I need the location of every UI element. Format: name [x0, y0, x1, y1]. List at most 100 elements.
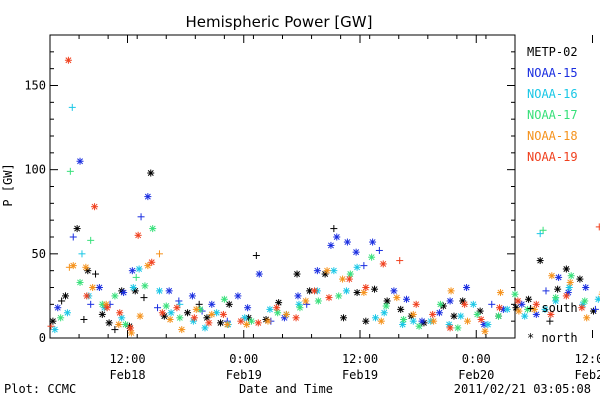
data-point [175, 297, 183, 305]
data-point [521, 312, 529, 320]
data-point [383, 297, 391, 305]
data-point [446, 297, 454, 305]
data-point [47, 322, 55, 330]
data-point [532, 310, 540, 318]
data-point [409, 317, 417, 325]
data-point [511, 290, 519, 298]
data-point [83, 292, 91, 300]
x-tick-time-label: 12:00 [574, 352, 600, 366]
data-point [129, 284, 137, 291]
data-point [595, 223, 600, 231]
data-point [457, 312, 465, 320]
data-point [541, 305, 549, 313]
data-point [515, 307, 523, 315]
data-point [243, 321, 251, 329]
data-point [158, 309, 166, 317]
hemisphere-legend-entry: + south [527, 301, 578, 315]
data-point [360, 262, 368, 270]
data-point [184, 309, 192, 317]
data-point [141, 282, 149, 290]
data-point [76, 278, 84, 286]
data-point [594, 295, 600, 303]
data-point [87, 300, 95, 308]
data-point [154, 304, 162, 312]
data-point [190, 314, 198, 322]
data-point [582, 284, 590, 291]
footer-credit: Plot: CCMC [4, 382, 76, 396]
data-point [412, 300, 420, 308]
data-point [390, 287, 398, 295]
data-point [73, 225, 81, 233]
data-point [565, 284, 573, 291]
data-point [409, 310, 417, 318]
data-point [282, 310, 290, 318]
data-point [555, 273, 563, 281]
data-point [302, 297, 310, 305]
data-point [176, 314, 184, 322]
data-point [225, 300, 233, 308]
data-point [360, 289, 368, 297]
data-point [463, 284, 471, 291]
data-point [275, 299, 283, 307]
data-point [220, 295, 228, 303]
data-point [254, 319, 262, 327]
data-point [477, 315, 485, 323]
x-axis-label: Date and Time [239, 382, 333, 396]
data-point [57, 314, 65, 322]
data-point [382, 302, 390, 310]
data-point [352, 248, 360, 256]
data-point [76, 157, 84, 165]
data-point [111, 292, 119, 300]
legend-entry: NOAA-19 [527, 150, 578, 164]
data-point [473, 310, 481, 318]
data-point [313, 267, 321, 275]
data-point [339, 275, 347, 283]
data-point [248, 317, 255, 325]
y-tick-label: 0 [39, 331, 46, 345]
data-point [237, 317, 245, 325]
data-point [362, 284, 370, 291]
data-point [223, 321, 231, 329]
data-point [62, 292, 69, 300]
data-point [92, 270, 100, 278]
x-axis: 12:00 Feb18 0:00 Feb19 12:00 Feb19 0:00 Feb20 12… [49, 35, 600, 382]
x-tick-time-label: 12:00 [109, 352, 145, 366]
data-point [310, 287, 318, 295]
data-point [296, 304, 304, 312]
data-point [95, 284, 103, 291]
y-axis-label: P [GW] [1, 163, 15, 206]
x-tick-time-label: 0:00 [462, 352, 491, 366]
data-point [128, 267, 136, 275]
data-point [167, 309, 175, 317]
data-point [330, 225, 338, 233]
data-point [547, 310, 555, 318]
data-point [503, 305, 511, 313]
data-point [188, 292, 196, 300]
data-point [91, 203, 99, 211]
x-tick-date-label: Feb18 [109, 368, 145, 382]
data-point [208, 310, 216, 318]
data-point [330, 267, 338, 275]
data-point [342, 287, 350, 295]
data-point [325, 294, 333, 302]
data-point [54, 304, 62, 312]
data-point [201, 324, 209, 332]
data-point [178, 326, 186, 334]
data-point [136, 312, 144, 320]
data-point [488, 300, 496, 308]
data-point [542, 287, 550, 295]
legend: METP-02 NOAA-15 NOAA-16 NOAA-17 NOAA-18 NOAA-… [527, 45, 578, 164]
data-point [176, 300, 184, 308]
data-point [380, 309, 388, 317]
data-point [82, 263, 90, 271]
data-points [47, 56, 600, 337]
data-point [111, 326, 119, 334]
data-point [66, 167, 74, 175]
data-point [495, 312, 503, 320]
data-point [562, 265, 570, 273]
data-point [192, 305, 200, 313]
data-point [591, 305, 599, 313]
data-point [481, 327, 489, 335]
data-point [273, 304, 281, 312]
data-point [173, 304, 181, 312]
